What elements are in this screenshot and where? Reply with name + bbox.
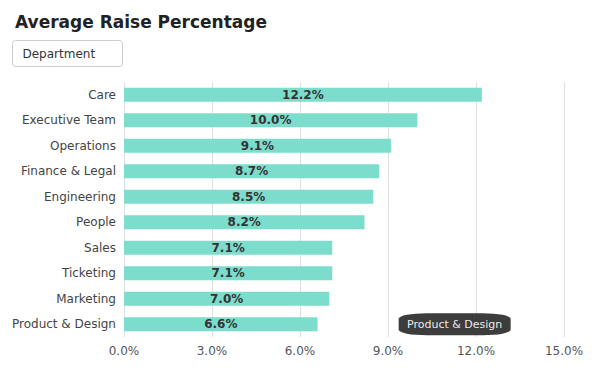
svg-text:Engineering: Engineering xyxy=(44,190,116,204)
svg-text:9.0%: 9.0% xyxy=(373,344,404,358)
svg-text:People: People xyxy=(76,215,116,229)
svg-text:Product & Design: Product & Design xyxy=(12,317,116,331)
svg-text:6.0%: 6.0% xyxy=(285,344,316,358)
svg-text:Care: Care xyxy=(88,88,116,102)
svg-text:0.0%: 0.0% xyxy=(109,344,140,358)
svg-text:8.7%: 8.7% xyxy=(235,164,268,178)
svg-text:7.0%: 7.0% xyxy=(210,292,243,306)
svg-text:Operations: Operations xyxy=(50,139,116,153)
svg-text:15.0%: 15.0% xyxy=(545,344,583,358)
svg-text:8.5%: 8.5% xyxy=(232,190,265,204)
svg-text:Department: Department xyxy=(23,47,96,61)
svg-text:Product & Design: Product & Design xyxy=(407,318,502,331)
svg-text:Finance & Legal: Finance & Legal xyxy=(21,164,116,178)
svg-text:9.1%: 9.1% xyxy=(241,139,274,153)
svg-text:Ticketing: Ticketing xyxy=(61,266,116,280)
svg-text:8.2%: 8.2% xyxy=(228,215,261,229)
svg-text:3.0%: 3.0% xyxy=(197,344,228,358)
svg-text:7.1%: 7.1% xyxy=(211,241,244,255)
svg-text:7.1%: 7.1% xyxy=(211,266,244,280)
svg-text:Executive Team: Executive Team xyxy=(22,113,116,127)
svg-text:Sales: Sales xyxy=(84,241,116,255)
svg-text:12.0%: 12.0% xyxy=(457,344,495,358)
svg-text:Marketing: Marketing xyxy=(56,292,116,306)
svg-text:6.6%: 6.6% xyxy=(204,317,237,331)
svg-text:10.0%: 10.0% xyxy=(250,113,292,127)
svg-text:12.2%: 12.2% xyxy=(282,88,324,102)
svg-text:Average Raise Percentage: Average Raise Percentage xyxy=(15,12,267,32)
